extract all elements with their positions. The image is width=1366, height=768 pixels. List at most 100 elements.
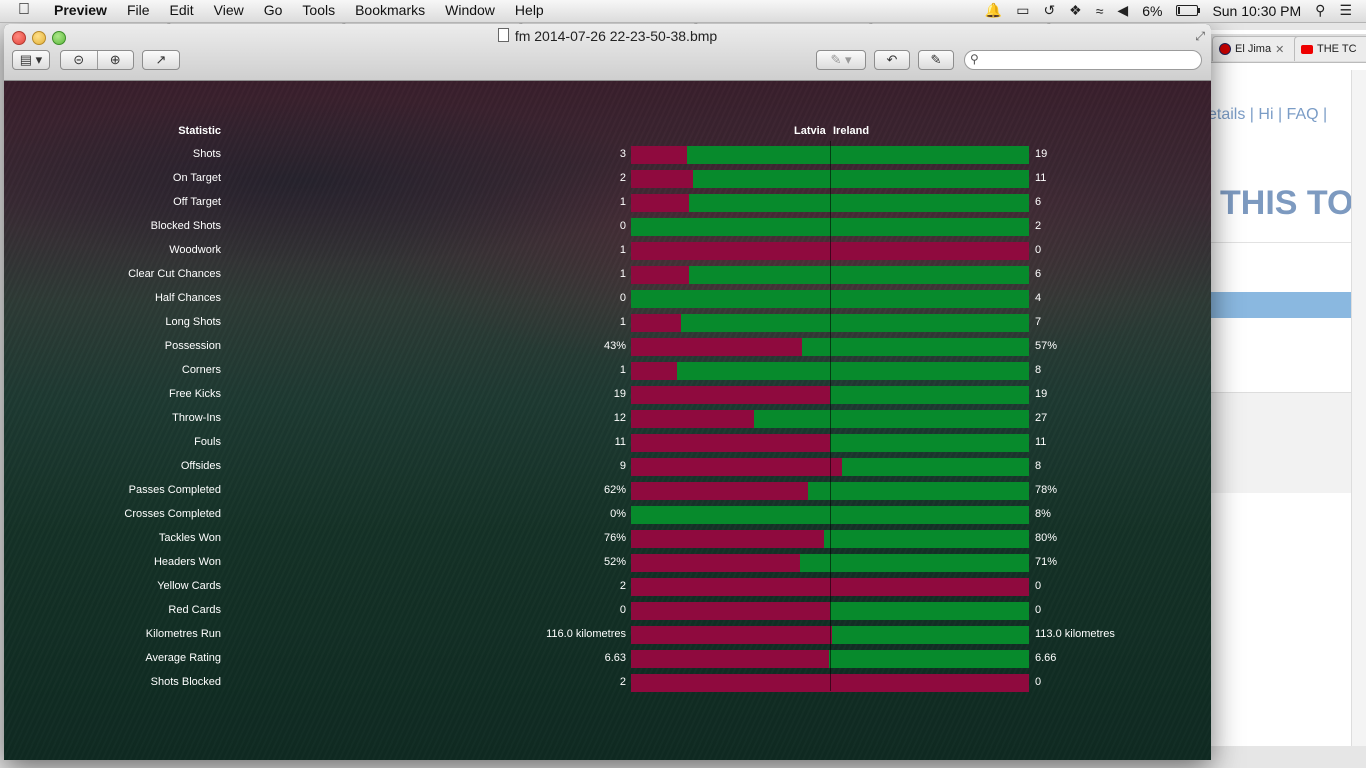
- home-value: 2: [619, 580, 626, 592]
- forum-post-area: [1206, 392, 1366, 493]
- stat-bar: [631, 530, 1029, 548]
- share-button[interactable]: ↗: [142, 50, 180, 70]
- stat-label: Woodwork: [169, 244, 221, 256]
- home-value: 43%: [603, 340, 626, 352]
- zoom-out-icon[interactable]: ⊝: [73, 52, 85, 67]
- stat-bar: [631, 482, 1029, 500]
- sidebar-icon: ▤ ▾: [19, 52, 43, 67]
- away-value: 11: [1035, 436, 1047, 448]
- home-value: 19: [613, 388, 626, 400]
- forum-topic-heading: THIS TOP: [1220, 184, 1366, 222]
- window-title-text: fm 2014-07-26 22-23-50-38.bmp: [514, 28, 718, 44]
- forum-links[interactable]: etails | Hi | FAQ |: [1208, 106, 1328, 123]
- spotlight-icon[interactable]: ⚲: [1315, 2, 1326, 18]
- home-value: 1: [619, 268, 626, 280]
- away-value: 0: [1035, 604, 1042, 616]
- away-value: 6: [1035, 196, 1042, 208]
- menu-item[interactable]: View: [213, 2, 244, 18]
- home-bar-segment: [631, 530, 824, 548]
- time-machine-icon[interactable]: ↺: [1043, 2, 1056, 18]
- window-titlebar: fm 2014-07-26 22-23-50-38.bmp ⤢ ▤ ▾ ⊝ ⊕ …: [4, 24, 1211, 81]
- browser-scrollbar[interactable]: [1351, 70, 1366, 746]
- divider: [1206, 242, 1366, 243]
- home-bar-segment: [631, 410, 754, 428]
- bluetooth-icon[interactable]: ❖: [1069, 2, 1082, 18]
- away-value: 6.66: [1035, 652, 1057, 664]
- center-line: [830, 141, 831, 691]
- battery-percent[interactable]: 6%: [1142, 2, 1163, 19]
- zoom-in-icon[interactable]: ⊕: [109, 52, 121, 67]
- menu-item[interactable]: Edit: [169, 2, 194, 18]
- highlight-button[interactable]: ✎ ▾: [816, 50, 866, 70]
- away-value: 27: [1035, 412, 1048, 424]
- menu-item[interactable]: Help: [514, 2, 544, 18]
- home-bar-segment: [631, 314, 681, 332]
- highlighter-icon: ✎ ▾: [830, 52, 852, 67]
- forum-header-band: [1206, 292, 1366, 318]
- stat-label: Average Rating: [145, 652, 221, 664]
- notification-icon[interactable]: 🔔: [984, 2, 1003, 18]
- stat-label: Yellow Cards: [157, 580, 221, 592]
- preview-window: fm 2014-07-26 22-23-50-38.bmp ⤢ ▤ ▾ ⊝ ⊕ …: [4, 24, 1211, 760]
- home-value: 116.0 kilometres: [546, 628, 626, 640]
- home-bar-segment: [631, 362, 677, 380]
- away-value: 8: [1035, 460, 1042, 472]
- browser-tab-title: El Jima: [1235, 43, 1272, 55]
- sidebar-view-button[interactable]: ▤ ▾: [12, 50, 50, 70]
- apple-menu-icon[interactable]: : [18, 1, 30, 19]
- menu-item[interactable]: File: [126, 2, 150, 18]
- menu-item[interactable]: Tools: [302, 2, 336, 18]
- stat-label: Free Kicks: [169, 388, 221, 400]
- away-value: 113.0 kilometres: [1035, 628, 1115, 640]
- stat-label: Possession: [164, 340, 221, 352]
- menu-item[interactable]: Window: [445, 2, 495, 18]
- minimize-window-button[interactable]: [32, 31, 46, 45]
- away-value: 71%: [1035, 556, 1058, 568]
- home-value: 52%: [603, 556, 626, 568]
- wifi-icon[interactable]: ≈: [1095, 2, 1104, 19]
- close-window-button[interactable]: [12, 31, 26, 45]
- airplay-icon[interactable]: ▭: [1016, 2, 1030, 18]
- home-value: 2: [619, 172, 626, 184]
- edit-toolbar-button[interactable]: ✎: [918, 50, 954, 70]
- menu-item[interactable]: Bookmarks: [355, 2, 426, 18]
- battery-icon[interactable]: [1176, 5, 1201, 16]
- image-canvas: Statistic Latvia Ireland Shots 3 19 On Targ…: [4, 81, 1211, 760]
- zoom-window-button[interactable]: [52, 31, 66, 45]
- favicon-icon: [1219, 43, 1231, 55]
- share-icon: ↗: [155, 52, 167, 67]
- browser-tab[interactable]: THE TC: [1294, 36, 1366, 61]
- home-bar-segment: [631, 602, 830, 620]
- menu-app-name[interactable]: Preview: [54, 2, 107, 18]
- menu-item[interactable]: Go: [263, 2, 283, 18]
- stat-label: Offsides: [180, 460, 221, 472]
- stat-label: Long Shots: [165, 316, 221, 328]
- away-value: 19: [1035, 388, 1048, 400]
- stat-label: Blocked Shots: [150, 220, 221, 232]
- stat-label: Shots Blocked: [150, 676, 221, 688]
- browser-tab[interactable]: El Jima ✕: [1212, 36, 1300, 61]
- away-value: 8%: [1035, 508, 1051, 520]
- home-value: 6.63: [604, 652, 626, 664]
- home-bar-segment: [631, 170, 693, 188]
- stat-label: Kilometres Run: [145, 628, 221, 640]
- close-tab-icon[interactable]: ✕: [1275, 43, 1285, 56]
- stat-label: Shots: [192, 148, 221, 160]
- away-value: 0: [1035, 676, 1042, 688]
- home-bar-segment: [631, 194, 689, 212]
- away-value: 19: [1035, 148, 1048, 160]
- stat-label: Half Chances: [154, 292, 221, 304]
- search-input[interactable]: [964, 50, 1202, 70]
- away-value: 80%: [1035, 532, 1058, 544]
- away-value: 0: [1035, 580, 1042, 592]
- notification-center-icon[interactable]: ☰: [1339, 2, 1352, 18]
- home-bar-segment: [631, 650, 829, 668]
- volume-icon[interactable]: ◀: [1117, 2, 1129, 18]
- menu-clock[interactable]: Sun 10:30 PM: [1212, 2, 1302, 19]
- menu-bar:  Preview File Edit View Go Tools Bookmarks Wi…: [0, 0, 1366, 23]
- fullscreen-icon[interactable]: ⤢: [1195, 29, 1205, 43]
- home-value: 76%: [603, 532, 626, 544]
- home-bar-segment: [631, 266, 689, 284]
- away-value: 78%: [1035, 484, 1058, 496]
- rotate-button[interactable]: ↶: [874, 50, 910, 70]
